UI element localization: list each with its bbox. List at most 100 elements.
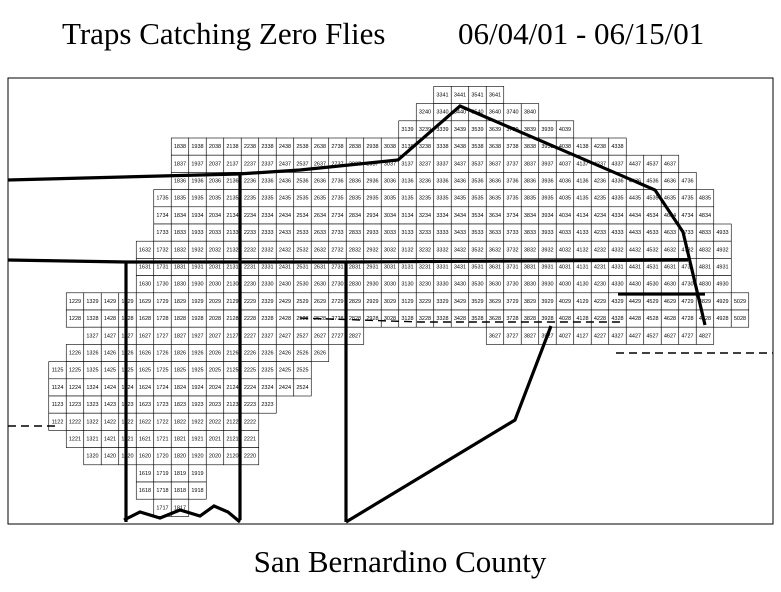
trap-cell-label: 1822 xyxy=(174,419,186,425)
trap-cell-label: 2238 xyxy=(244,144,256,150)
trap-cell-label: 4138 xyxy=(576,144,588,150)
trap-cell-label: 1833 xyxy=(174,230,186,236)
trap-cell-label: 3835 xyxy=(524,196,536,202)
trap-cell-label: 4527 xyxy=(646,333,658,339)
trap-cell-label: 2129 xyxy=(226,299,238,305)
trap-cell-label: 3228 xyxy=(419,316,431,322)
trap-cell-label: 4232 xyxy=(594,247,606,253)
trap-cell-label: 2735 xyxy=(331,196,343,202)
map-title: Traps Catching Zero Flies xyxy=(62,16,385,51)
trap-cell-label: 1925 xyxy=(191,368,203,374)
trap-cell-label: 4835 xyxy=(699,196,711,202)
trap-cell-label: 4332 xyxy=(611,247,623,253)
trap-cell-label: 2135 xyxy=(226,196,238,202)
trap-cell-label: 2026 xyxy=(209,350,221,356)
trap-cell-label: 1734 xyxy=(156,213,168,219)
trap-cell-label: 3629 xyxy=(489,299,501,305)
trap-cell-label: 4237 xyxy=(594,161,606,167)
trap-cell-label: 3932 xyxy=(541,247,553,253)
trap-cell-label: 2635 xyxy=(314,196,326,202)
trap-cell-label: 2531 xyxy=(296,264,308,270)
trap-cell-label: 2935 xyxy=(366,196,378,202)
trap-cell xyxy=(695,326,715,345)
trap-cell-label: 1718 xyxy=(156,488,168,494)
trap-cell-label: 3032 xyxy=(384,247,396,253)
trap-cell-label: 4829 xyxy=(699,299,711,305)
trap-cell-label: 3834 xyxy=(524,213,536,219)
trap-cell-label: 1929 xyxy=(191,299,203,305)
trap-cell-label: 3728 xyxy=(506,316,518,322)
trap-cell-label: 2136 xyxy=(226,178,238,184)
trap-cell xyxy=(293,378,312,397)
trap-cell-label: 2933 xyxy=(366,230,378,236)
trap-cell-label: 5028 xyxy=(734,316,746,322)
trap-cell-label: 3129 xyxy=(401,299,413,305)
trap-cell-label: 2835 xyxy=(349,196,361,202)
trap-cell-label: 1125 xyxy=(52,368,64,374)
trap-cell-label: 1834 xyxy=(174,213,186,219)
trap-cell-label: 2329 xyxy=(261,299,273,305)
trap-cell-label: 1933 xyxy=(191,230,203,236)
trap-cell-label: 4831 xyxy=(699,264,711,270)
trap-cell-label: 2225 xyxy=(244,368,256,374)
trap-cell-label: 3635 xyxy=(489,196,501,202)
trap-cell-label: 1927 xyxy=(191,333,203,339)
trap-cell-label: 1223 xyxy=(69,402,81,408)
trap-cell-label: 3830 xyxy=(524,282,536,288)
trap-cell-label: 3934 xyxy=(541,213,553,219)
trap-cell-label: 4637 xyxy=(664,161,676,167)
trap-cell-label: 4230 xyxy=(594,282,606,288)
trap-cell-label: 2027 xyxy=(209,333,221,339)
trap-cell-label: 2324 xyxy=(261,385,273,391)
trap-cell-label: 3731 xyxy=(506,264,518,270)
trap-cell-label: 2731 xyxy=(331,264,343,270)
trap-cell-label: 3432 xyxy=(454,247,466,253)
trap-cell-label: 4428 xyxy=(629,316,641,322)
trap-cell-label: 2334 xyxy=(261,213,273,219)
trap-cell xyxy=(310,344,330,362)
trap-cell-label: 3330 xyxy=(436,282,448,288)
trap-cell-label: 1827 xyxy=(174,333,186,339)
trap-cell-label: 1938 xyxy=(191,144,203,150)
trap-cell-label: 1122 xyxy=(52,419,64,425)
trap-cell-label: 3428 xyxy=(454,316,466,322)
boundary-line xyxy=(7,104,707,326)
trap-cell-label: 4134 xyxy=(576,213,588,219)
trap-cell-label: 2138 xyxy=(226,144,238,150)
trap-cell-label: 4337 xyxy=(611,161,623,167)
trap-cell-label: 2020 xyxy=(209,454,221,460)
trap-cell-label: 2337 xyxy=(261,161,273,167)
trap-cell-label: 4530 xyxy=(646,282,658,288)
trap-cell-label: 2224 xyxy=(244,385,256,391)
trap-cell-label: 3132 xyxy=(401,247,413,253)
trap-cell-label: 2325 xyxy=(261,368,273,374)
trap-cell-label: 2732 xyxy=(331,247,343,253)
trap-cell-label: 1930 xyxy=(191,282,203,288)
trap-cell-label: 2536 xyxy=(296,178,308,184)
trap-cell-label: 1830 xyxy=(174,282,186,288)
trap-cell-label: 4635 xyxy=(664,196,676,202)
trap-cell-label: 1629 xyxy=(139,299,151,305)
trap-cell-label: 1631 xyxy=(139,264,151,270)
trap-cell-label: 1732 xyxy=(156,247,168,253)
trap-cell-label: 1632 xyxy=(139,247,151,253)
trap-cell-label: 4427 xyxy=(629,333,641,339)
trap-cell-label: 4931 xyxy=(716,264,728,270)
trap-cell-label: 2126 xyxy=(226,350,238,356)
trap-cell-label: 2532 xyxy=(296,247,308,253)
trap-cell-label: 4531 xyxy=(646,264,658,270)
trap-cell-label: 4137 xyxy=(576,161,588,167)
trap-cell xyxy=(188,481,207,500)
trap-cell-label: 3938 xyxy=(541,144,553,150)
trap-cell-label: 2929 xyxy=(366,299,378,305)
trap-cell-label: 4331 xyxy=(611,264,623,270)
trap-cell-label: 3827 xyxy=(524,333,536,339)
trap-cell-label: 2332 xyxy=(261,247,273,253)
trap-cell-label: 2928 xyxy=(366,316,378,322)
trap-cell-label: 1826 xyxy=(174,350,186,356)
trap-cell-label: 1328 xyxy=(86,316,98,322)
trap-cell-label: 2425 xyxy=(279,368,291,374)
trap-cell-label: 1630 xyxy=(139,282,151,288)
trap-cell-label: 4630 xyxy=(664,282,676,288)
trap-cell-label: 2524 xyxy=(296,385,308,391)
